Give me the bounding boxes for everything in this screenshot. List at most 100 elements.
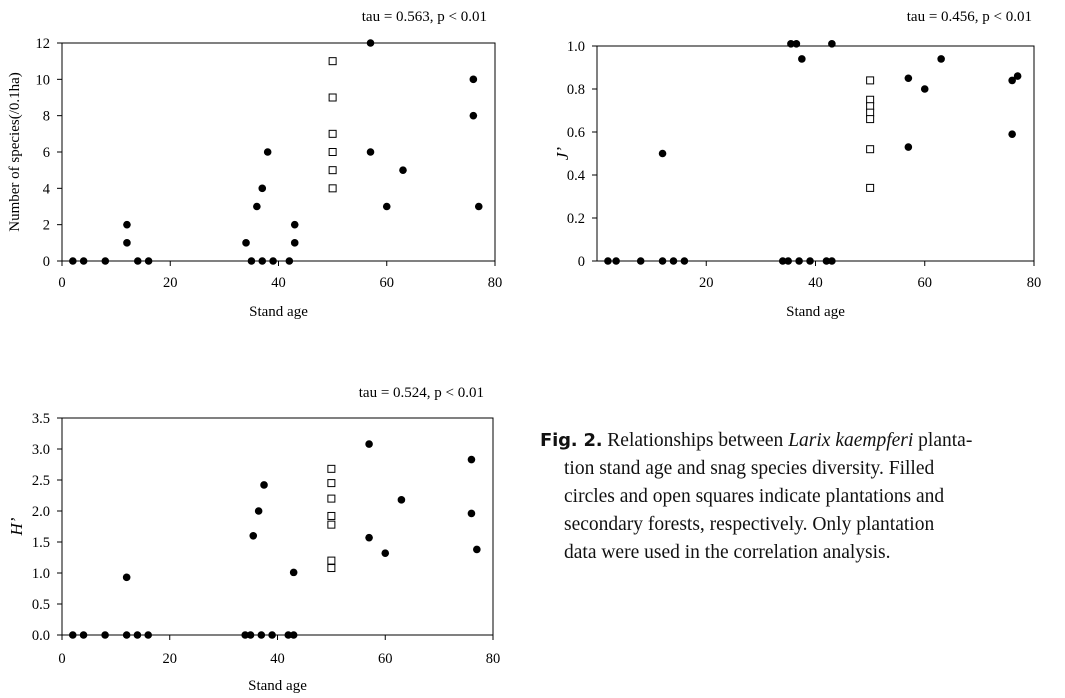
plantation-point [806, 257, 814, 265]
plantation-point [1013, 72, 1022, 80]
plantation-point [133, 257, 142, 265]
plantation-point [828, 40, 836, 48]
secondary-forest-point [327, 520, 336, 529]
species-name: Larix kaempferi [788, 430, 914, 451]
plantation-point [101, 257, 110, 265]
chart-species-count: 0 2 4 6 8 10 12 0 20 40 60 80 tau = 0.563, p < 0.01 S… [7, 9, 503, 320]
y-tick-label: 0.8 [567, 82, 585, 98]
plantation-point [904, 74, 913, 83]
x-tick-label: 80 [1027, 275, 1042, 291]
plantation-point [937, 55, 945, 63]
y-tick-label: 1.5 [32, 535, 50, 551]
caption-line-3: circles and open squares indicate planta… [564, 486, 945, 507]
plantation-point [79, 631, 88, 639]
figure-label: Fig. 2. [540, 430, 603, 451]
figure-caption: Fig. 2. Relationships between Larix kaem… [540, 427, 1045, 567]
plantation-point [612, 257, 620, 265]
plantation-point [122, 573, 131, 582]
caption-line-5: data were used in the correlation analys… [564, 542, 891, 563]
y-tick-label: 4 [43, 181, 51, 197]
plantation-point [365, 440, 373, 448]
plantation-point [399, 166, 407, 174]
plantation-point [469, 111, 478, 120]
plantation-point [795, 257, 803, 265]
plantation-point [289, 568, 298, 577]
caption-text-start: Relationships between [607, 430, 784, 451]
y-tick-label: 0.5 [32, 597, 50, 613]
x-tick-label: 80 [486, 651, 501, 667]
x-tick-label: 0 [58, 651, 65, 667]
plantation-point [289, 631, 298, 639]
plantation-point [101, 631, 109, 639]
plantation-point [249, 532, 258, 540]
secondary-forest-point [327, 494, 336, 503]
plantation-point [68, 631, 77, 639]
x-tick-label: 40 [270, 651, 285, 667]
plantation-point [269, 257, 277, 265]
x-tick-label: 80 [488, 275, 503, 291]
plantation-point [144, 631, 152, 639]
plantation-point [263, 148, 272, 156]
plantation-point [904, 143, 913, 151]
plantation-point [778, 257, 787, 265]
x-axis-label: Stand age [786, 304, 845, 320]
plantation-point [397, 496, 406, 504]
plantation-point [257, 631, 266, 639]
y-tick-label: 1.0 [567, 39, 585, 55]
plantation-point [1008, 76, 1016, 85]
y-tick-label: 0.2 [567, 211, 585, 227]
secondary-forest-point [328, 129, 337, 138]
secondary-forest-point [866, 183, 875, 192]
y-tick-label: 12 [36, 36, 51, 52]
plantation-point [242, 239, 250, 247]
plantation-point [253, 202, 261, 211]
x-tick-label: 40 [271, 275, 286, 291]
y-tick-label: 1.0 [32, 566, 50, 582]
plantation-point [473, 545, 481, 554]
stat-annotation: tau = 0.456, p < 0.01 [907, 9, 1032, 25]
y-tick-label: 0.6 [567, 125, 585, 141]
plantation-point [604, 257, 612, 265]
x-tick-label: 20 [163, 651, 178, 667]
plantation-point [79, 257, 88, 265]
plantation-point [798, 55, 806, 63]
plantation-point [123, 220, 131, 229]
plantation-point [268, 631, 276, 639]
chart-diversity-h: 0.0 0.5 1.0 1.5 2.0 2.5 3.0 3.5 0 20 40 60 80 tau = 0… [7, 385, 501, 694]
plantation-point [241, 631, 249, 639]
x-tick-label: 20 [699, 275, 714, 291]
plantation-point [658, 257, 667, 265]
plantation-point [669, 257, 678, 265]
secondary-forest-point [327, 556, 336, 565]
plantation-point [123, 239, 131, 247]
plantation-point [474, 202, 483, 211]
y-tick-label: 10 [36, 72, 51, 88]
secondary-forest-point [327, 464, 336, 473]
plantation-point [365, 533, 373, 542]
plantation-point [133, 631, 142, 639]
x-tick-label: 60 [918, 275, 933, 291]
plantation-point [382, 202, 391, 211]
secondary-forest-point [327, 564, 336, 573]
y-tick-label: 8 [43, 109, 50, 125]
plantation-point [122, 631, 131, 639]
y-tick-label: 3.0 [32, 442, 50, 458]
plantation-point [467, 509, 476, 518]
plantation-point [366, 148, 375, 156]
secondary-forest-point [328, 148, 337, 156]
secondary-forest-point [866, 102, 875, 111]
plantation-point [69, 257, 77, 265]
plantation-point [290, 220, 299, 229]
plantation-point [285, 257, 294, 265]
caption-line-2: tion stand age and snag species diversit… [564, 458, 935, 479]
y-tick-label: 2.0 [32, 504, 50, 520]
plantation-point [284, 631, 293, 639]
plantation-point [258, 257, 267, 265]
plantation-point [680, 257, 689, 265]
y-tick-label: 0.4 [567, 168, 586, 184]
plantation-point [260, 481, 268, 489]
y-axis-label: H’ [7, 517, 26, 536]
plantation-point [822, 257, 831, 265]
y-axis-label: Number of species(/0.1ha) [7, 72, 23, 232]
plantation-point [920, 85, 929, 93]
